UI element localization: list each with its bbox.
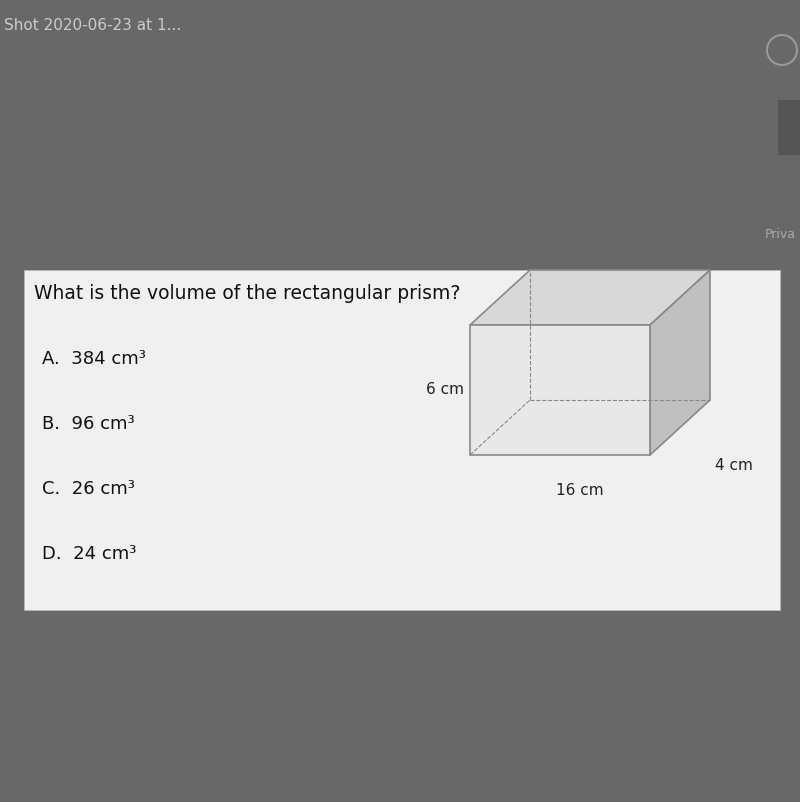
Text: B.  96 cm³: B. 96 cm³	[42, 415, 134, 433]
Text: What is the volume of the rectangular prism?: What is the volume of the rectangular pr…	[34, 284, 460, 303]
Text: 16 cm: 16 cm	[556, 483, 604, 498]
Text: D.  24 cm³: D. 24 cm³	[42, 545, 136, 563]
Text: 4 cm: 4 cm	[715, 457, 753, 472]
Text: C.  26 cm³: C. 26 cm³	[42, 480, 135, 498]
Text: Shot 2020-06-23 at 1...: Shot 2020-06-23 at 1...	[4, 18, 182, 33]
Bar	[24, 270, 780, 610]
Text: 6 cm: 6 cm	[426, 383, 464, 398]
Bar	[778, 100, 800, 155]
Text: Priva: Priva	[765, 228, 796, 241]
Polygon shape	[470, 270, 710, 325]
Text: A.  384 cm³: A. 384 cm³	[42, 350, 146, 368]
Polygon shape	[650, 270, 710, 455]
Polygon shape	[470, 325, 650, 455]
